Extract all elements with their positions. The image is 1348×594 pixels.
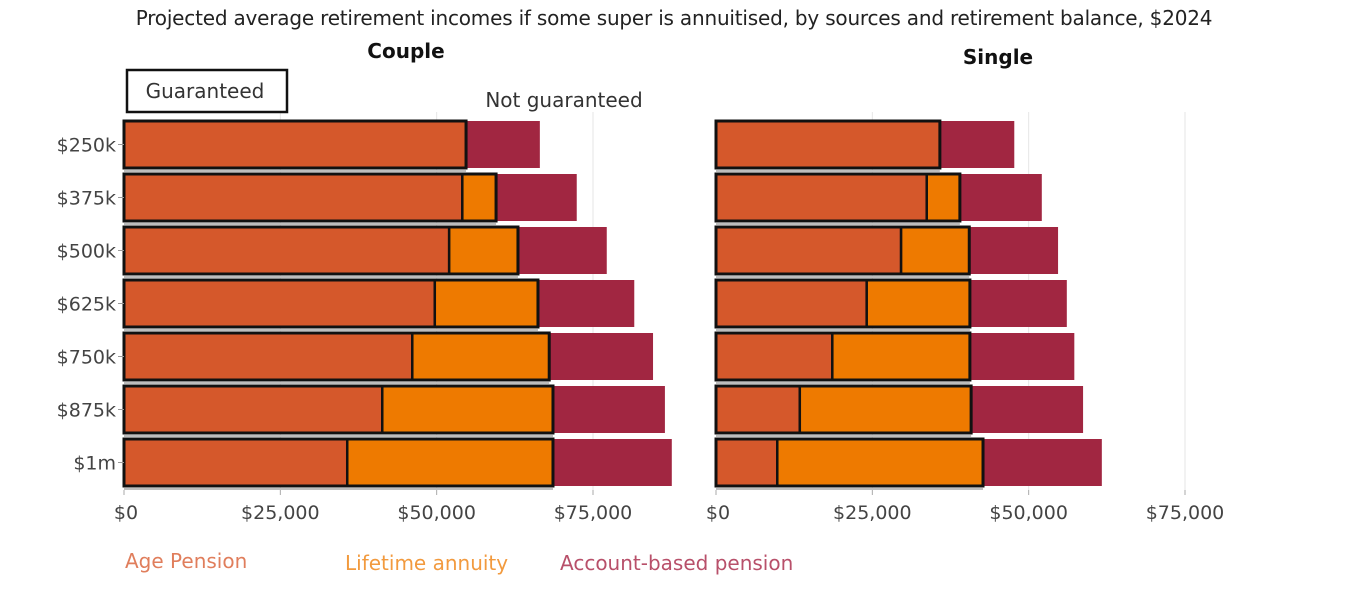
bar-couple-625k-age-pension [122,278,437,329]
bar-couple-875k-account-based-pension [552,386,665,433]
not-guaranteed-label: Not guaranteed [485,88,642,112]
xtick-label-single-2: $50,000 [989,502,1068,524]
xtick-label-couple-3: $75,000 [554,502,633,524]
bar-couple-250k-age-pension [122,119,468,170]
panel-title-single: Single [963,45,1033,69]
guaranteed-box [125,68,289,114]
xtick-label-couple-2: $50,000 [397,502,476,524]
ytick-label-1m: $1m [73,453,116,475]
bar-single-750k-age-pension [714,331,834,382]
guaranteed-outline-single-250k [714,119,942,170]
legend-age-pension: Age Pension [125,549,247,573]
guaranteed-outline-single-1m [714,437,985,488]
bar-single-250k-account-based-pension [939,121,1015,168]
bar-couple-625k-account-based-pension [537,280,635,327]
bar-couple-750k-lifetime-annuity [411,331,551,382]
ytick-label-875k: $875k [57,400,116,422]
legend-lifetime-annuity: Lifetime annuity [345,551,508,575]
bar-single-500k-lifetime-annuity [899,225,971,276]
xtick-label-single-3: $75,000 [1146,502,1225,524]
xtick-label-couple-1: $25,000 [241,502,320,524]
xtick-label-single-1: $25,000 [833,502,912,524]
bar-couple-625k-lifetime-annuity [433,278,540,329]
bar-single-750k-account-based-pension [969,333,1075,380]
bar-couple-375k-lifetime-annuity [461,172,498,223]
guaranteed-label: Guaranteed [146,79,265,103]
bar-couple-250k-account-based-pension [466,121,540,168]
ytick-label-750k: $750k [57,347,116,369]
ytick-label-500k: $500k [57,241,116,263]
bar-single-500k-age-pension [714,225,903,276]
bar-single-1m-age-pension [714,437,779,488]
bar-single-375k-lifetime-annuity [925,172,962,223]
guaranteed-outline-single-625k [714,278,972,329]
bar-couple-750k-age-pension [122,331,414,382]
guaranteed-outline-single-500k [714,225,971,276]
axes-layer: $0 $25,000 $50,000 $75,000 $250k $375k $500k $6… [57,135,1225,525]
bar-single-1m-lifetime-annuity [776,437,985,488]
chart-title: Projected average retirement incomes if … [135,6,1213,30]
bar-couple-500k-lifetime-annuity [447,225,520,276]
ytick-label-375k: $375k [57,188,116,210]
bar-couple-500k-age-pension [122,225,451,276]
guaranteed-outline-single-875k [714,384,973,435]
legend: Age Pension Lifetime annuity Account-bas… [125,549,793,575]
bar-couple-375k-account-based-pension [496,174,577,221]
panel-title-couple: Couple [367,39,444,63]
bar-couple-500k-account-based-pension [517,227,607,274]
bar-couple-1m-account-based-pension [552,439,672,486]
bar-single-750k-lifetime-annuity [831,331,972,382]
bar-couple-1m-lifetime-annuity [345,437,555,488]
bar-single-375k-age-pension [714,172,928,223]
bar-single-875k-account-based-pension [971,386,1084,433]
bar-single-1m-account-based-pension [983,439,1102,486]
bars-layer [122,119,1102,490]
bar-single-500k-account-based-pension [969,227,1059,274]
guaranteed-outline-single-375k [714,172,962,223]
bar-couple-750k-account-based-pension [549,333,654,380]
legend-account-based-pension: Account-based pension [560,551,793,575]
ytick-label-250k: $250k [57,135,116,157]
bar-single-875k-age-pension [714,384,802,435]
ytick-label-625k: $625k [57,294,116,316]
guaranteed-outline-single-750k [714,331,972,382]
bar-single-250k-age-pension [714,119,942,170]
xtick-label-single-0: $0 [706,502,730,524]
xtick-label-couple-0: $0 [114,502,138,524]
bar-single-375k-account-based-pension [959,174,1042,221]
bar-couple-875k-age-pension [122,384,384,435]
bar-single-625k-lifetime-annuity [865,278,972,329]
bar-single-625k-age-pension [714,278,868,329]
guaranteed-annotation: Guaranteed [125,68,289,114]
bar-couple-375k-age-pension [122,172,464,223]
bar-couple-875k-lifetime-annuity [381,384,555,435]
bar-single-625k-account-based-pension [969,280,1067,327]
bar-single-875k-lifetime-annuity [798,384,973,435]
bar-couple-1m-age-pension [122,437,349,488]
